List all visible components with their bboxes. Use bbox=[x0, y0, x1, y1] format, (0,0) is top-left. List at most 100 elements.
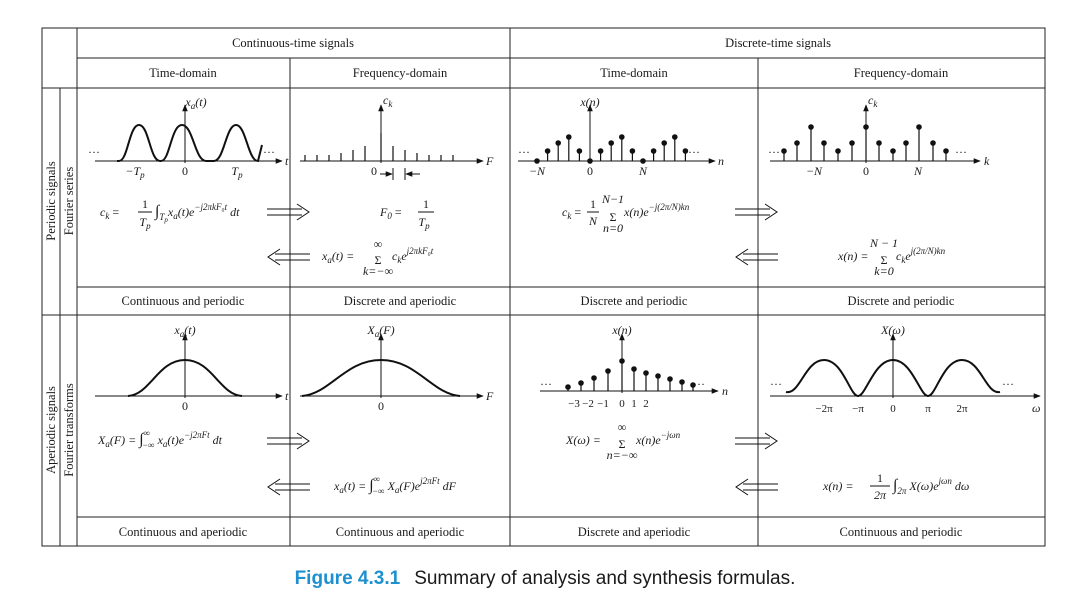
svg-text:ckej(2π/N)kn: ckej(2π/N)kn bbox=[896, 246, 946, 265]
sample-dot bbox=[903, 140, 909, 146]
svg-text:∞: ∞ bbox=[374, 237, 383, 251]
tick: −2π bbox=[815, 403, 833, 415]
sample-dot bbox=[619, 134, 625, 140]
plot-aperiodic-dt-freq: ··· ··· X(ω) ω −2π −π 0 π 2π bbox=[770, 323, 1041, 415]
sequence-samples bbox=[534, 134, 689, 164]
ellipsis-right: ··· bbox=[1002, 377, 1014, 391]
formula-aperiodic-dt-analysis: X(ω) = Σ ∞ n=−∞ x(n)e−jωn bbox=[565, 420, 681, 462]
sample-dot bbox=[930, 140, 936, 146]
class-a-dt-freq: Continuous and periodic bbox=[840, 525, 963, 539]
sample-dot bbox=[876, 140, 882, 146]
svg-text:k=−∞: k=−∞ bbox=[363, 264, 394, 278]
formula-periodic-dt-synthesis: x(n) = Σ N − 1 k=0 ckej(2π/N)kn bbox=[837, 236, 946, 278]
ellipsis-left: ··· bbox=[540, 377, 552, 391]
tick-labels: −3 −2 −1 0 1 2 bbox=[568, 398, 649, 410]
tick-n: N bbox=[638, 164, 648, 178]
class-a-ct-freq: Continuous and aperiodic bbox=[336, 525, 465, 539]
sample-dot bbox=[591, 375, 597, 381]
svg-text:2π: 2π bbox=[874, 488, 887, 502]
x-var-label: ω bbox=[1032, 401, 1040, 415]
y-label: Xa(F) bbox=[366, 323, 394, 339]
sample-dot bbox=[849, 140, 855, 146]
svg-text:F0 =: F0 = bbox=[379, 205, 402, 221]
sample-dot bbox=[631, 366, 637, 372]
tick: π bbox=[925, 403, 931, 415]
y-label: ck bbox=[868, 93, 878, 109]
plot-aperiodic-dt-time: ··· ··· x(n) n −3 −2 −1 0 1 2 bbox=[540, 323, 728, 410]
x-var-label: n bbox=[722, 384, 728, 398]
spectrum-samples bbox=[781, 124, 949, 161]
tick: 0 bbox=[619, 398, 625, 410]
plot-aperiodic-ct-freq: Xa(F) F 0 bbox=[300, 323, 494, 413]
header-discrete-time: Discrete-time signals bbox=[725, 36, 831, 50]
ellipsis-right: ··· bbox=[693, 377, 705, 391]
y-label: ck bbox=[383, 93, 393, 109]
double-arrow-left bbox=[267, 248, 310, 266]
sample-dot bbox=[863, 124, 869, 130]
header-continuous-time: Continuous-time signals bbox=[232, 36, 354, 50]
analysis-arrows bbox=[267, 203, 778, 450]
sample-dot bbox=[672, 134, 678, 140]
y-label: X(ω) bbox=[880, 323, 905, 337]
formula-periodic-ct-synthesis: xa(t) = Σ ∞ k=−∞ ckej2πkF₀t bbox=[321, 237, 434, 278]
class-p-ct-freq: Discrete and aperiodic bbox=[344, 294, 457, 308]
svg-text:ck =: ck = bbox=[562, 205, 581, 221]
sample-dot bbox=[534, 158, 540, 164]
svg-text:x(n)e−jωn: x(n)e−jωn bbox=[635, 430, 681, 447]
ellipsis-left: ··· bbox=[518, 145, 530, 159]
header-dt-freq-domain: Frequency-domain bbox=[854, 66, 949, 80]
svg-text:N−1: N−1 bbox=[601, 192, 624, 206]
tick-zero: 0 bbox=[378, 399, 384, 413]
sample-dot bbox=[597, 148, 604, 154]
ellipsis-left: ··· bbox=[88, 145, 100, 159]
svg-text:Σ: Σ bbox=[375, 253, 382, 267]
tick-tp: Tp bbox=[231, 164, 243, 180]
sample-dot bbox=[576, 148, 583, 154]
sample-dot bbox=[578, 380, 584, 386]
ellipsis-right: ··· bbox=[263, 145, 275, 159]
sample-dot bbox=[629, 148, 636, 154]
svg-text:xa(t) =: xa(t) = bbox=[321, 249, 354, 265]
sample-dot bbox=[587, 158, 593, 164]
svg-text:x(n) =: x(n) = bbox=[837, 249, 868, 263]
svg-text:n=0: n=0 bbox=[603, 221, 623, 235]
formula-periodic-ct-analysis: ck = 1 Tp ∫Tpxa(t)e−j2πkF₀t dt bbox=[100, 197, 240, 231]
tick-zero: 0 bbox=[182, 399, 188, 413]
x-var-label: t bbox=[285, 154, 289, 168]
sample-dot bbox=[679, 379, 685, 385]
sample-dot bbox=[555, 140, 561, 146]
tick-neg-n: −N bbox=[806, 164, 823, 178]
sample-dot bbox=[661, 140, 667, 146]
class-p-dt-freq: Discrete and periodic bbox=[848, 294, 955, 308]
tick-neg-tp: −Tp bbox=[125, 164, 145, 180]
spectrum-curve bbox=[301, 358, 461, 397]
sample-dot bbox=[835, 148, 841, 154]
ellipsis-left: ··· bbox=[770, 377, 782, 391]
sample-dot bbox=[655, 373, 661, 379]
tick-neg-n: −N bbox=[529, 164, 546, 178]
sample-dot bbox=[794, 140, 800, 146]
svg-text:ck =: ck = bbox=[100, 205, 119, 221]
svg-text:Tp: Tp bbox=[139, 215, 151, 231]
caption-number: Figure 4.3.1 bbox=[295, 568, 401, 589]
caption-text: Summary of analysis and synthesis formul… bbox=[414, 568, 795, 589]
tick: 0 bbox=[890, 403, 896, 415]
svg-text:∫2π X(ω)ejωn dω: ∫2π X(ω)ejωn dω bbox=[892, 476, 969, 496]
svg-text:N: N bbox=[588, 214, 598, 228]
svg-text:xa(t) = ∫∞−∞ Xa(F)ej2πFt dF: xa(t) = ∫∞ −∞ Xa(F)ej2πFt dF bbox=[333, 474, 457, 496]
plot-periodic-ct-freq: ck F 0 F0 = 1 Tp bbox=[300, 93, 494, 231]
spectral-lines bbox=[304, 133, 454, 161]
header-dt-time-domain: Time-domain bbox=[600, 66, 668, 80]
svg-text:Tp: Tp bbox=[418, 215, 430, 231]
class-a-ct-time: Continuous and aperiodic bbox=[119, 525, 248, 539]
double-arrow-right bbox=[735, 432, 778, 450]
svg-text:Σ: Σ bbox=[610, 210, 617, 224]
sample-dot bbox=[565, 384, 571, 390]
synthesis-arrows bbox=[267, 248, 778, 496]
table-grid bbox=[41, 27, 1046, 547]
formula-aperiodic-ct-analysis: Xa(F) = ∫∞ −∞ xa(t)e−j2πFt dt bbox=[97, 428, 223, 450]
tick-zero: 0 bbox=[182, 164, 188, 178]
tick: −π bbox=[852, 403, 864, 415]
x-var-label: t bbox=[285, 389, 289, 403]
